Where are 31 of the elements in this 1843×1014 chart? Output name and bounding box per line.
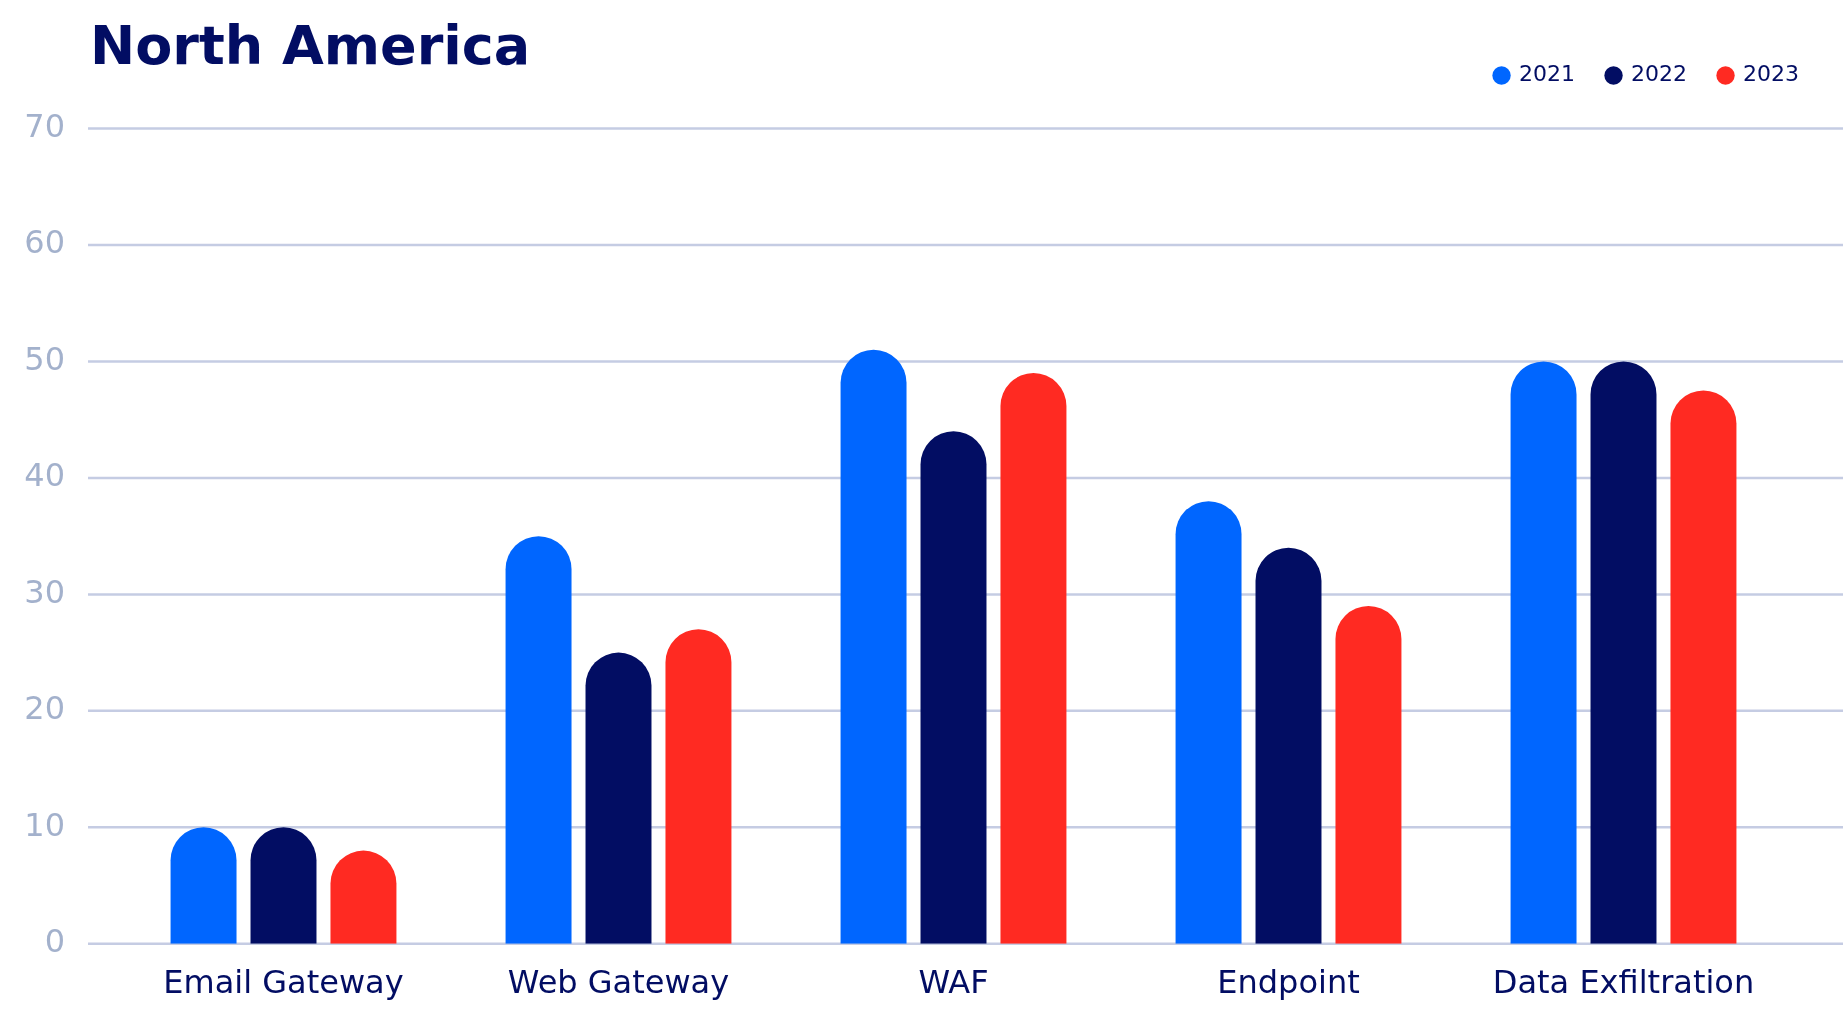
x-tick-label: Email Gateway — [163, 963, 404, 1002]
bar — [1000, 373, 1067, 944]
bar — [505, 536, 572, 944]
bar — [170, 827, 237, 944]
y-tick-label: 0 — [44, 922, 65, 961]
legend-label: 2021 — [1519, 61, 1576, 87]
bar — [1510, 361, 1577, 944]
bar — [1670, 390, 1737, 944]
bar — [1335, 606, 1402, 944]
y-tick-label: 60 — [24, 223, 65, 262]
bar — [665, 629, 732, 944]
x-tick-label: Data Exfiltration — [1492, 963, 1755, 1002]
y-tick-label: 30 — [24, 572, 65, 611]
x-tick-label: Endpoint — [1217, 963, 1360, 1002]
y-tick-label: 20 — [24, 689, 65, 728]
y-tick-label: 50 — [24, 339, 65, 378]
legend-label: 2022 — [1631, 61, 1688, 87]
y-tick-label: 70 — [24, 106, 65, 145]
legend-label: 2023 — [1743, 61, 1800, 87]
bar — [840, 349, 907, 944]
bar — [1175, 501, 1242, 944]
y-tick-label: 40 — [24, 456, 65, 495]
bar — [1255, 547, 1322, 944]
bar — [1590, 361, 1657, 944]
y-tick-label: 10 — [24, 805, 65, 844]
chart-title: North America — [90, 14, 531, 77]
x-tick-label: WAF — [918, 963, 989, 1002]
bar — [920, 431, 987, 944]
bar — [585, 652, 652, 944]
bar — [250, 827, 317, 944]
x-tick-label: Web Gateway — [507, 963, 730, 1002]
